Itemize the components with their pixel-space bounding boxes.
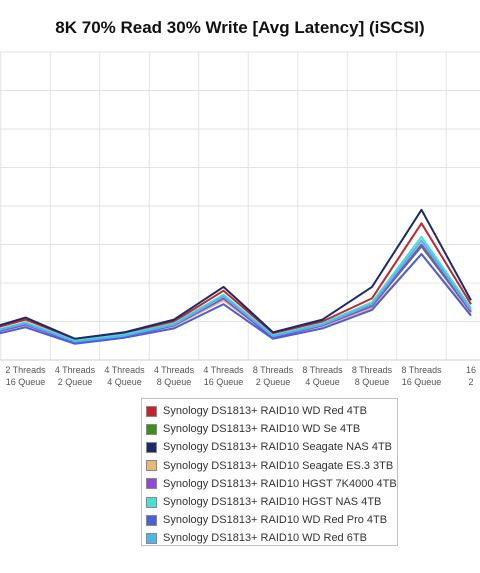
x-tick-label: 4 Threads [154,365,195,375]
legend-label: Synology DS1813+ RAID10 Seagate NAS 4TB [163,441,392,454]
x-tick-label: 8 Queue [157,377,192,387]
series-line-5 [0,243,472,344]
legend-item[interactable]: Synology DS1813+ RAID10 WD Red 4TB [146,402,397,420]
legend-item[interactable]: Synology DS1813+ RAID10 HGST NAS 4TB [146,493,397,511]
grid [0,51,480,361]
legend-swatch [146,441,157,453]
x-tick-label: 8 Threads [401,365,442,375]
x-tick-label: 2 Queue [256,377,291,387]
x-tick-label: 8 Threads [302,365,343,375]
legend-swatch [146,423,157,435]
legend-label: Synology DS1813+ RAID10 WD Se 4TB [163,423,361,436]
x-tick-label: 8 Threads [253,365,294,375]
series-line-2 [0,245,472,342]
x-tick-label: 16 [466,365,476,375]
legend-swatch [146,532,157,544]
x-tick-label: 4 Queue [107,377,142,387]
legend-label: Synology DS1813+ RAID10 WD Red 4TB [163,405,367,418]
x-tick-label: 8 Threads [352,365,393,375]
x-tick-label: 4 Queue [305,377,340,387]
x-tick-label: 4 Threads [203,365,244,375]
legend-swatch [146,405,157,417]
x-tick-label: 4 Threads [55,365,96,375]
legend-label: Synology DS1813+ RAID10 HGST NAS 4TB [163,496,382,509]
legend-swatch [146,478,157,490]
x-tick-label: 2 [468,377,473,387]
series-line-8 [0,239,472,343]
series-line-6 [0,235,472,342]
legend-label: Synology DS1813+ RAID10 HGST 7K4000 4TB [163,477,397,490]
x-tick-label: 16 Queue [402,377,442,387]
legend-item[interactable]: Synology DS1813+ RAID10 WD Red 6TB [146,529,397,547]
legend-item[interactable]: Synology DS1813+ RAID10 WD Red Pro 4TB [146,511,397,529]
legend-swatch [146,514,157,526]
legend-item[interactable]: Synology DS1813+ RAID10 Seagate NAS 4TB [146,438,397,456]
legend-label: Synology DS1813+ RAID10 Seagate ES.3 3TB [163,459,394,472]
series-lines [0,208,472,345]
legend-swatch [146,496,157,508]
x-tick-label: 2 Threads [5,365,46,375]
series-line-7 [0,253,472,345]
x-tick-label: 16 Queue [204,377,244,387]
x-tick-label: 8 Queue [355,377,390,387]
legend-item[interactable]: Synology DS1813+ RAID10 WD Se 4TB [146,420,397,438]
legend-label: Synology DS1813+ RAID10 WD Red 6TB [163,532,367,545]
series-line-3 [0,208,472,340]
x-tick-label: 2 Queue [58,377,93,387]
x-tick-label: 4 Threads [104,365,145,375]
legend: Synology DS1813+ RAID10 WD Red 4TB Synolo… [141,398,398,546]
x-tick-label: 16 Queue [6,377,46,387]
legend-item[interactable]: Synology DS1813+ RAID10 Seagate ES.3 3TB [146,457,397,475]
legend-swatch [146,460,157,472]
legend-item[interactable]: Synology DS1813+ RAID10 HGST 7K4000 4TB [146,475,397,493]
legend-label: Synology DS1813+ RAID10 WD Red Pro 4TB [163,514,388,527]
chart-title: 8K 70% Read 30% Write [Avg Latency] (iSC… [55,18,425,37]
